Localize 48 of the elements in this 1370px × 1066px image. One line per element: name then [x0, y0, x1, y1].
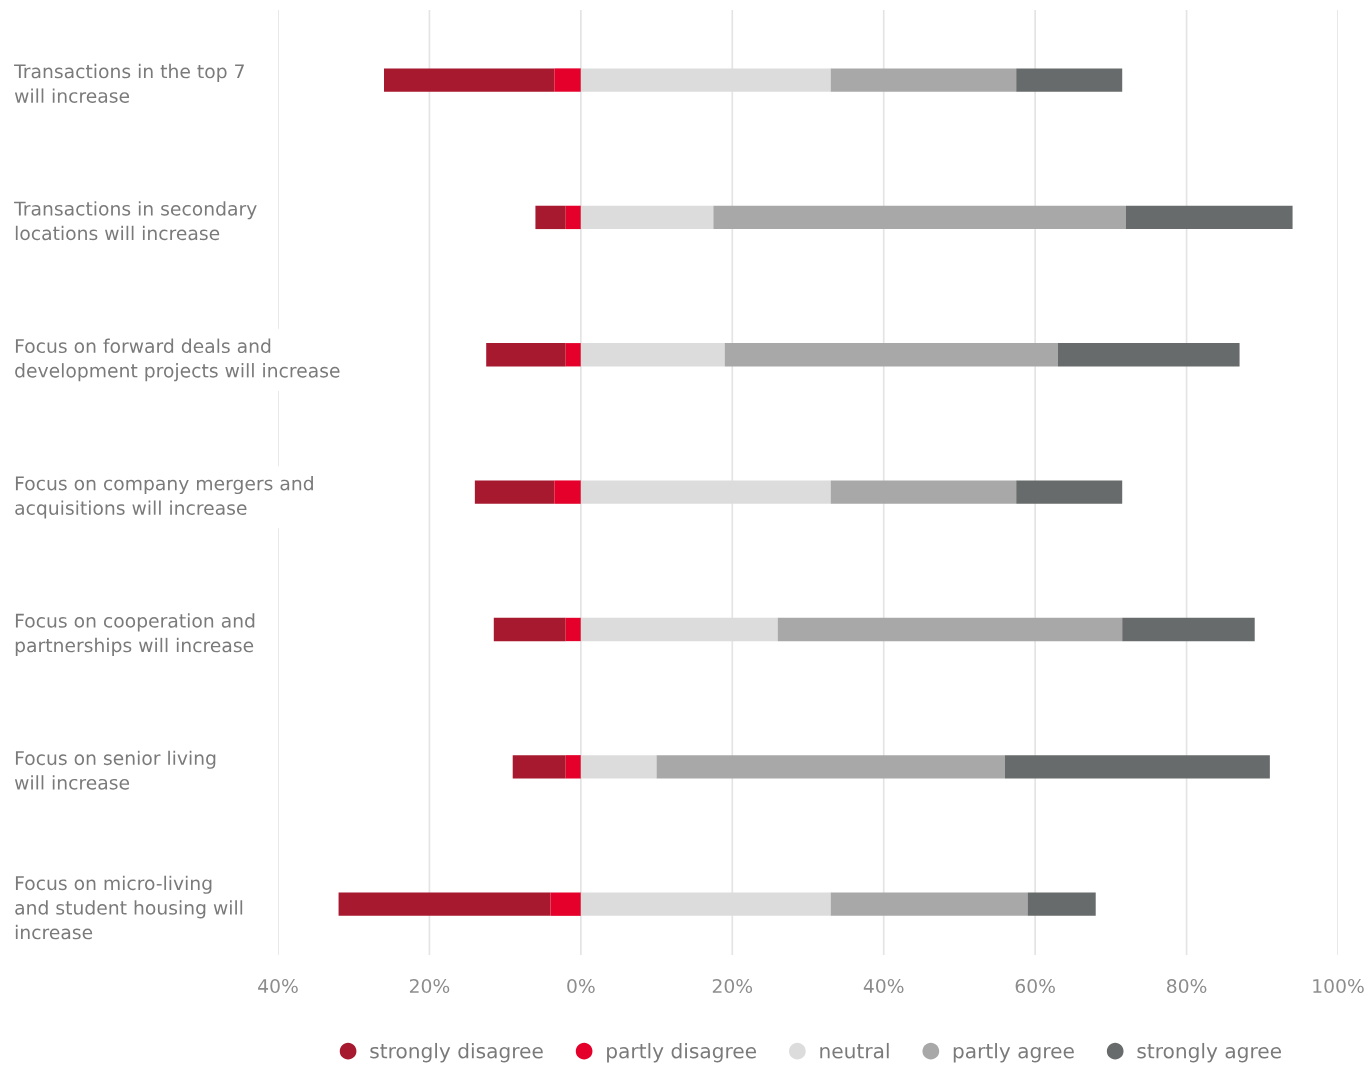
bar [493, 617, 566, 642]
bar [1057, 343, 1240, 367]
y-tick-label: Focus on forward deals and development projects will increase [15, 338, 340, 382]
x-tick-label: 20% [409, 978, 450, 994]
bar [1004, 755, 1270, 779]
bar [1016, 68, 1123, 92]
bar [565, 617, 581, 642]
x-tick-label: 80% [1167, 978, 1207, 994]
bar [474, 480, 555, 504]
bar [550, 892, 581, 916]
bar [384, 68, 555, 92]
x-tick-label: 60% [1015, 978, 1055, 994]
x-tick-label: 100% [1313, 978, 1364, 994]
y-tick-label: Focus on micro-living and student housing will increase [15, 875, 243, 940]
bar [713, 205, 1126, 230]
x-tick-label: 40% [258, 978, 298, 994]
bar [512, 755, 566, 779]
bar [777, 617, 1123, 642]
bar [565, 205, 581, 230]
y-tick-label: Transactions in secondary locations will increase [14, 201, 257, 241]
y-tick-label: Focus on cooperation and partnerships will increase [15, 613, 255, 656]
legend-label: strongly agree [1137, 1042, 1281, 1063]
x-tick-label: 20% [712, 978, 753, 994]
bar [565, 343, 581, 367]
bar [1027, 892, 1096, 916]
x-tick-label: 40% [863, 978, 904, 994]
legend-label: partly disagree [607, 1042, 757, 1063]
bar [1016, 480, 1123, 504]
bar [830, 480, 1017, 504]
y-tick-label: Transactions in the top 7 will increase [14, 63, 244, 103]
x-tick-label: 0% [567, 978, 595, 994]
bar [565, 755, 581, 779]
bar [554, 68, 581, 92]
legend-label: strongly disagree [370, 1042, 543, 1063]
bar [656, 755, 1005, 779]
bar [724, 343, 1058, 367]
y-tick-label: Focus on senior living will increase [14, 750, 216, 790]
bar [554, 480, 581, 504]
bar [486, 343, 566, 367]
bar [830, 892, 1028, 916]
y-tick-label: Focus on company mergers and acquisitions will increase [15, 475, 313, 519]
legend-label: partly agree [953, 1042, 1074, 1063]
bar [338, 892, 551, 916]
bar [1122, 617, 1255, 642]
bar [830, 68, 1017, 92]
legend-label: neutral [820, 1042, 889, 1059]
bar [535, 205, 566, 230]
bar [1126, 205, 1293, 230]
